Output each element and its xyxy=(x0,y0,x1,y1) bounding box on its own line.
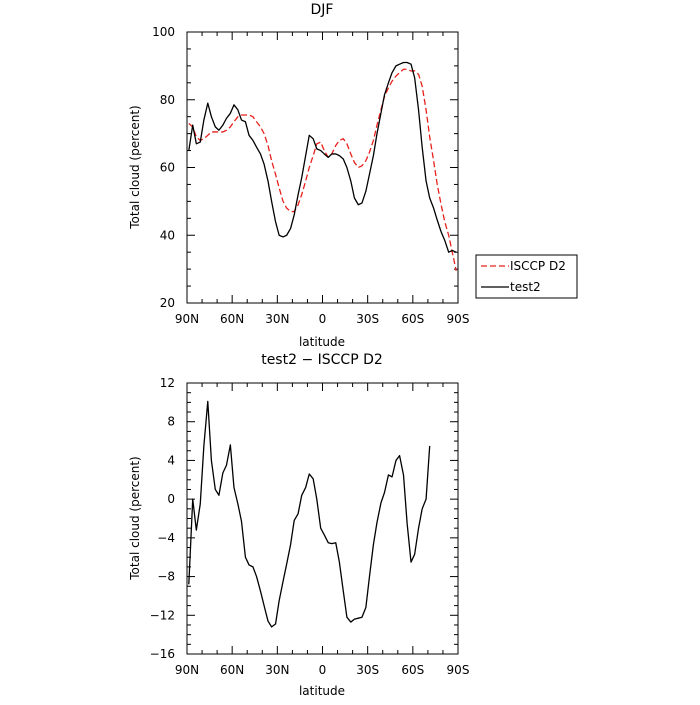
y-tick-label: 40 xyxy=(160,228,175,242)
x-tick-label: 0 xyxy=(319,312,327,326)
plot-frame xyxy=(186,31,459,304)
x-tick-label: 90S xyxy=(447,312,470,326)
x-tick-label: 60S xyxy=(401,663,424,677)
bottom-chart: test2 − ISCCP D2 Total cloud (percent) l… xyxy=(128,352,469,698)
x-tick-label: 30S xyxy=(356,312,379,326)
chart-title: test2 − ISCCP D2 xyxy=(261,352,383,368)
y-tick-label: 4 xyxy=(167,453,175,467)
legend: ISCCP D2 test2 xyxy=(475,254,578,299)
y-tick-label: 12 xyxy=(160,376,175,390)
x-tick-label: 60S xyxy=(401,312,424,326)
series-line-isccp-d2 xyxy=(188,68,457,271)
y-tick-label: 0 xyxy=(167,492,175,506)
legend-label-isccp: ISCCP D2 xyxy=(510,259,566,273)
y-tick-label: 100 xyxy=(152,25,175,39)
x-tick-label: 90N xyxy=(175,312,199,326)
y-tick-label: −16 xyxy=(150,647,175,661)
x-tick-label: 90N xyxy=(175,663,199,677)
y-tick-label: 20 xyxy=(160,296,175,310)
y-axis-label: Total cloud (percent) xyxy=(128,105,142,229)
plot-frame xyxy=(186,382,459,655)
y-tick-label: −8 xyxy=(157,570,175,584)
y-tick-label: 80 xyxy=(160,93,175,107)
x-tick-label: 60N xyxy=(220,312,244,326)
x-tick-label: 0 xyxy=(319,663,327,677)
series-line-test2 xyxy=(188,61,457,253)
chart-title: DJF xyxy=(311,2,334,18)
y-tick-label: −4 xyxy=(157,531,175,545)
y-tick-label: −12 xyxy=(150,608,175,622)
series-group xyxy=(188,400,431,628)
y-axis-label: Total cloud (percent) xyxy=(128,456,142,580)
x-axis-label: latitude xyxy=(299,335,345,349)
x-axis-label: latitude xyxy=(299,684,345,698)
ticks: 90N 60N 30N 0 30S 60S 90S 20 40 60 80 100 xyxy=(152,25,469,326)
x-tick-label: 60N xyxy=(220,663,244,677)
ticks: 90N 60N 30N 0 30S 60S 90S −16 −12 −8 −4 0 4 8 12 xyxy=(150,376,470,677)
x-tick-label: 30N xyxy=(265,312,289,326)
legend-label-test2: test2 xyxy=(510,280,541,294)
series-line-difference xyxy=(188,400,431,628)
y-tick-label: 8 xyxy=(167,415,175,429)
x-tick-label: 30S xyxy=(356,663,379,677)
legend-box xyxy=(475,254,578,299)
top-chart: DJF Total cloud (percent) latitude 90N 60… xyxy=(128,2,469,349)
x-tick-label: 90S xyxy=(447,663,470,677)
x-tick-label: 30N xyxy=(265,663,289,677)
y-tick-label: 60 xyxy=(160,161,175,175)
series-group xyxy=(188,61,457,271)
